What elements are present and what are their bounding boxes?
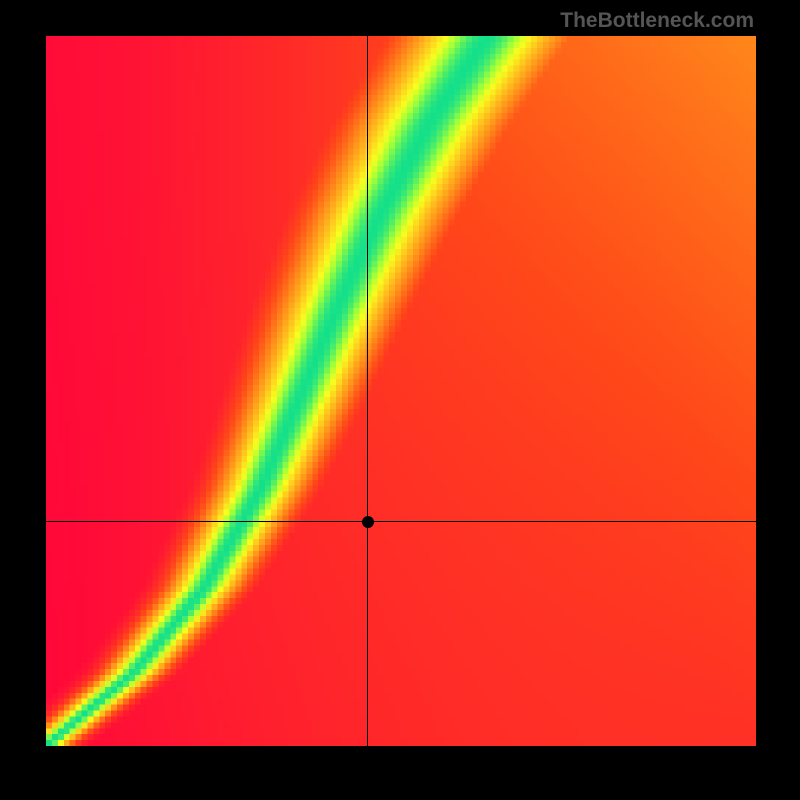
crosshair-marker (362, 516, 374, 528)
crosshair-horizontal (46, 521, 756, 522)
watermark-label: TheBottleneck.com (560, 9, 754, 33)
chart-container: TheBottleneck.com (0, 0, 800, 800)
bottleneck-heatmap (46, 36, 756, 746)
crosshair-vertical (367, 36, 368, 746)
